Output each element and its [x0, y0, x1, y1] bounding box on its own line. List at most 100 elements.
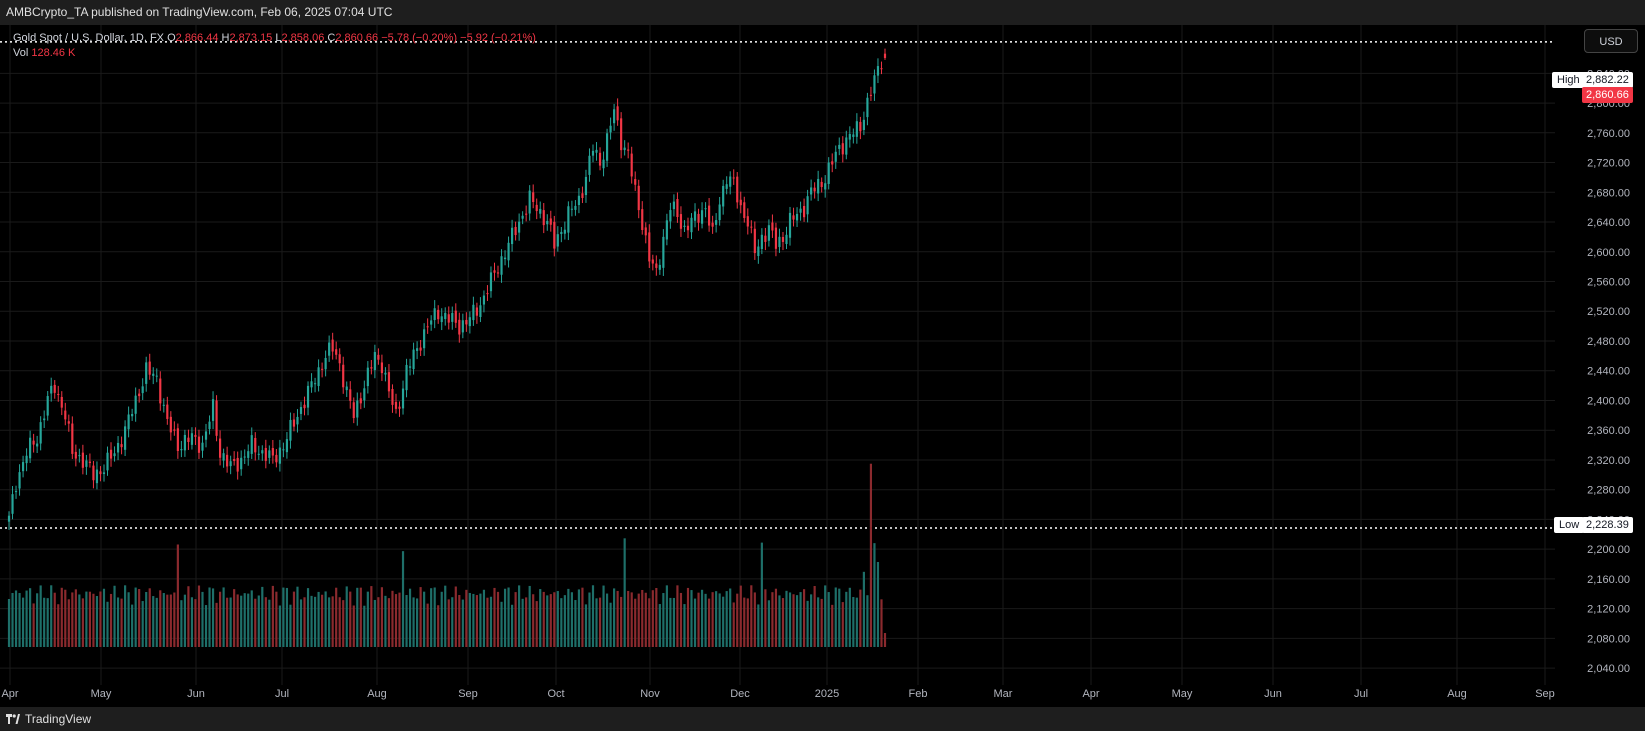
candle-body[interactable]: [820, 181, 823, 188]
candle-body[interactable]: [197, 436, 201, 453]
candle-body[interactable]: [328, 342, 331, 356]
candle-body[interactable]: [764, 235, 767, 242]
candle-body[interactable]: [810, 187, 813, 195]
candle-body[interactable]: [60, 396, 63, 408]
candle-body[interactable]: [7, 515, 11, 522]
candle-body[interactable]: [78, 455, 81, 457]
candle-body[interactable]: [813, 187, 816, 192]
candle-body[interactable]: [226, 454, 229, 467]
candle-body[interactable]: [134, 395, 137, 414]
candle-body[interactable]: [32, 440, 35, 445]
candle-body[interactable]: [637, 185, 640, 211]
candle-body[interactable]: [211, 399, 215, 421]
candle-body[interactable]: [208, 421, 211, 430]
candle-body[interactable]: [271, 448, 274, 456]
candle-body[interactable]: [757, 246, 760, 256]
candle-body[interactable]: [321, 368, 324, 370]
candle-body[interactable]: [774, 227, 778, 249]
candle-body[interactable]: [845, 137, 848, 155]
candle-body[interactable]: [331, 339, 334, 352]
candle-body[interactable]: [563, 229, 566, 234]
candle-body[interactable]: [278, 447, 281, 464]
candle-body[interactable]: [525, 213, 528, 215]
candle-body[interactable]: [190, 433, 194, 445]
price-chart[interactable]: Apr May Jun Jul Aug Sep Oct Nov Dec 2025 Feb Mar Apr…: [0, 25, 1645, 707]
candle-body[interactable]: [567, 206, 570, 233]
candle-body[interactable]: [560, 231, 563, 235]
candle-body[interactable]: [11, 494, 14, 514]
candle-body[interactable]: [109, 449, 113, 459]
candle-body[interactable]: [377, 354, 380, 360]
candle-body[interactable]: [162, 404, 165, 406]
candle-body[interactable]: [342, 364, 345, 388]
candle-body[interactable]: [21, 462, 25, 472]
candle-body[interactable]: [750, 226, 753, 228]
candle-body[interactable]: [686, 225, 690, 231]
candle-body[interactable]: [43, 418, 46, 421]
candle-body[interactable]: [535, 204, 538, 212]
candle-body[interactable]: [880, 68, 883, 70]
candle-body[interactable]: [553, 221, 556, 249]
candle-body[interactable]: [247, 451, 250, 458]
candle-body[interactable]: [335, 349, 338, 355]
candle-body[interactable]: [539, 208, 542, 214]
candle-body[interactable]: [46, 396, 49, 416]
candle-body[interactable]: [152, 373, 155, 376]
candle-body[interactable]: [760, 234, 763, 250]
candle-body[interactable]: [873, 75, 876, 94]
candle-body[interactable]: [841, 143, 844, 155]
candle-body[interactable]: [183, 434, 186, 451]
candle-body[interactable]: [141, 386, 144, 394]
candle-body[interactable]: [514, 226, 517, 236]
candle-body[interactable]: [475, 307, 478, 316]
candle-body[interactable]: [715, 220, 718, 225]
candle-body[interactable]: [729, 176, 732, 187]
candle-body[interactable]: [430, 320, 433, 325]
candle-body[interactable]: [148, 361, 151, 375]
candle-body[interactable]: [229, 461, 232, 467]
candle-body[interactable]: [29, 437, 32, 459]
candle-body[interactable]: [725, 184, 728, 189]
candle-body[interactable]: [521, 215, 524, 219]
candle-body[interactable]: [285, 439, 289, 453]
candle-body[interactable]: [36, 443, 39, 447]
candle-body[interactable]: [602, 159, 605, 169]
candle-body[interactable]: [869, 94, 873, 96]
candle-body[interactable]: [496, 272, 500, 274]
candle-body[interactable]: [264, 447, 267, 461]
candle-body[interactable]: [138, 393, 141, 397]
candle-body[interactable]: [451, 313, 454, 322]
candle-body[interactable]: [605, 133, 609, 161]
candle-body[interactable]: [454, 310, 457, 323]
candle-body[interactable]: [788, 212, 792, 238]
candle-body[interactable]: [827, 162, 830, 184]
candle-body[interactable]: [834, 151, 837, 162]
candle-body[interactable]: [465, 319, 468, 325]
candle-body[interactable]: [848, 133, 851, 140]
candle-body[interactable]: [461, 320, 464, 333]
candle-body[interactable]: [641, 209, 644, 230]
candle-body[interactable]: [50, 385, 53, 394]
candle-body[interactable]: [581, 193, 584, 198]
candle-body[interactable]: [683, 225, 686, 227]
candle-body[interactable]: [771, 222, 774, 231]
candle-body[interactable]: [352, 402, 355, 419]
candle-body[interactable]: [282, 449, 285, 451]
candle-body[interactable]: [781, 237, 785, 242]
candle-body[interactable]: [81, 452, 84, 468]
candle-body[interactable]: [662, 236, 665, 268]
candle-body[interactable]: [627, 149, 630, 151]
candle-body[interactable]: [732, 177, 735, 179]
candle-body[interactable]: [92, 465, 95, 481]
candle-body[interactable]: [261, 450, 264, 454]
candle-body[interactable]: [672, 201, 676, 210]
candle-body[interactable]: [778, 236, 781, 248]
candle-body[interactable]: [243, 456, 246, 458]
candle-body[interactable]: [57, 393, 60, 395]
candle-body[interactable]: [447, 314, 450, 323]
candle-body[interactable]: [366, 367, 369, 387]
candle-body[interactable]: [718, 204, 721, 221]
candle-body[interactable]: [806, 196, 809, 215]
candle-body[interactable]: [204, 431, 208, 440]
candle-body[interactable]: [862, 119, 865, 130]
